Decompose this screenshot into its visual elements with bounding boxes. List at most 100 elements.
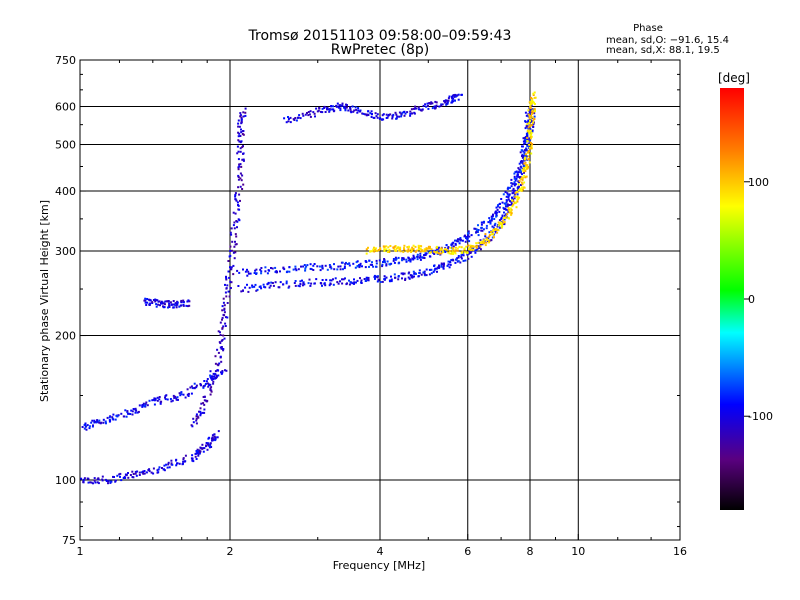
echo-point — [294, 284, 297, 287]
echo-point — [199, 383, 202, 385]
echo-point — [533, 91, 536, 94]
echo-point — [105, 422, 107, 425]
echo-point — [374, 247, 377, 250]
echo-point — [517, 189, 520, 192]
echo-point — [351, 105, 354, 108]
echo-point — [239, 185, 242, 188]
echo-point — [267, 281, 270, 284]
echo-point — [497, 224, 500, 227]
echo-point — [95, 421, 98, 424]
echo-point — [195, 386, 198, 389]
echo-point — [383, 245, 386, 248]
echo-point — [152, 467, 155, 470]
echo-point — [428, 255, 431, 258]
y-tick-label: 750 — [55, 54, 76, 67]
echo-point — [364, 260, 367, 262]
echo-point — [522, 155, 525, 157]
echo-point — [217, 330, 220, 333]
echo-point — [336, 102, 339, 105]
echo-point — [447, 260, 450, 263]
echo-point — [423, 271, 426, 274]
echo-point — [530, 96, 532, 99]
echo-point — [485, 227, 488, 230]
echo-point — [219, 334, 222, 336]
echo-point — [513, 182, 516, 185]
echo-point — [459, 261, 462, 264]
echo-point — [529, 125, 532, 128]
echo-point — [219, 321, 222, 324]
echo-point — [157, 471, 160, 474]
echo-point — [528, 122, 531, 125]
echo-point — [158, 300, 161, 303]
echo-point — [321, 264, 324, 267]
echo-point — [386, 250, 389, 253]
echo-point — [270, 281, 273, 284]
echo-point — [212, 377, 215, 380]
echo-point — [230, 249, 233, 252]
echo-point — [515, 191, 518, 193]
echo-point — [195, 415, 198, 418]
echo-point — [374, 112, 377, 115]
echo-point — [227, 290, 230, 293]
echo-point — [283, 117, 286, 120]
echo-point — [214, 439, 217, 442]
echo-point — [175, 397, 178, 400]
echo-point — [203, 380, 206, 382]
echo-point — [213, 375, 215, 378]
echo-point — [446, 247, 449, 250]
echo-point — [224, 325, 227, 327]
echo-point — [395, 249, 398, 252]
echo-point — [431, 102, 434, 105]
echo-point — [440, 264, 443, 267]
echo-point — [175, 458, 178, 461]
echo-point — [197, 451, 200, 454]
echo-point — [375, 259, 378, 262]
echo-point — [416, 253, 419, 256]
echo-point — [395, 113, 398, 116]
echo-point — [460, 257, 463, 260]
echo-point — [229, 245, 232, 248]
echo-point — [172, 300, 175, 302]
echo-point — [436, 270, 438, 273]
echo-point — [466, 234, 469, 237]
echo-point — [254, 269, 257, 272]
echo-point — [308, 278, 311, 281]
echo-point — [369, 250, 372, 253]
echo-point — [247, 270, 250, 273]
echo-point — [447, 97, 450, 100]
echo-point — [376, 113, 379, 116]
echo-point — [452, 253, 455, 255]
echo-point — [321, 266, 324, 269]
echo-point — [231, 240, 234, 243]
echo-point — [379, 248, 382, 251]
x-tick-label: 4 — [377, 545, 384, 558]
echo-point — [158, 396, 161, 398]
echo-point — [92, 482, 94, 485]
echo-point — [510, 213, 513, 216]
echo-point — [98, 419, 101, 422]
echo-point — [175, 304, 178, 307]
echo-point — [434, 100, 437, 103]
echo-point — [212, 372, 215, 375]
echo-point — [359, 277, 361, 280]
echo-point — [341, 278, 343, 281]
echo-point — [433, 264, 436, 267]
echo-point — [278, 286, 281, 289]
echo-point — [530, 131, 533, 134]
echo-point — [198, 452, 201, 455]
echo-point — [472, 245, 475, 248]
echo-point — [444, 101, 447, 104]
echo-point — [326, 107, 328, 110]
echo-point — [530, 146, 533, 149]
echo-point — [344, 277, 346, 280]
echo-point — [156, 399, 159, 402]
echo-point — [239, 150, 242, 153]
echo-point — [337, 282, 340, 285]
echo-point — [360, 279, 363, 282]
echo-point — [516, 171, 519, 174]
echo-point — [314, 115, 316, 118]
echo-point — [176, 396, 179, 399]
echo-point — [98, 421, 101, 424]
echo-point — [502, 193, 505, 196]
echo-point — [524, 141, 527, 144]
